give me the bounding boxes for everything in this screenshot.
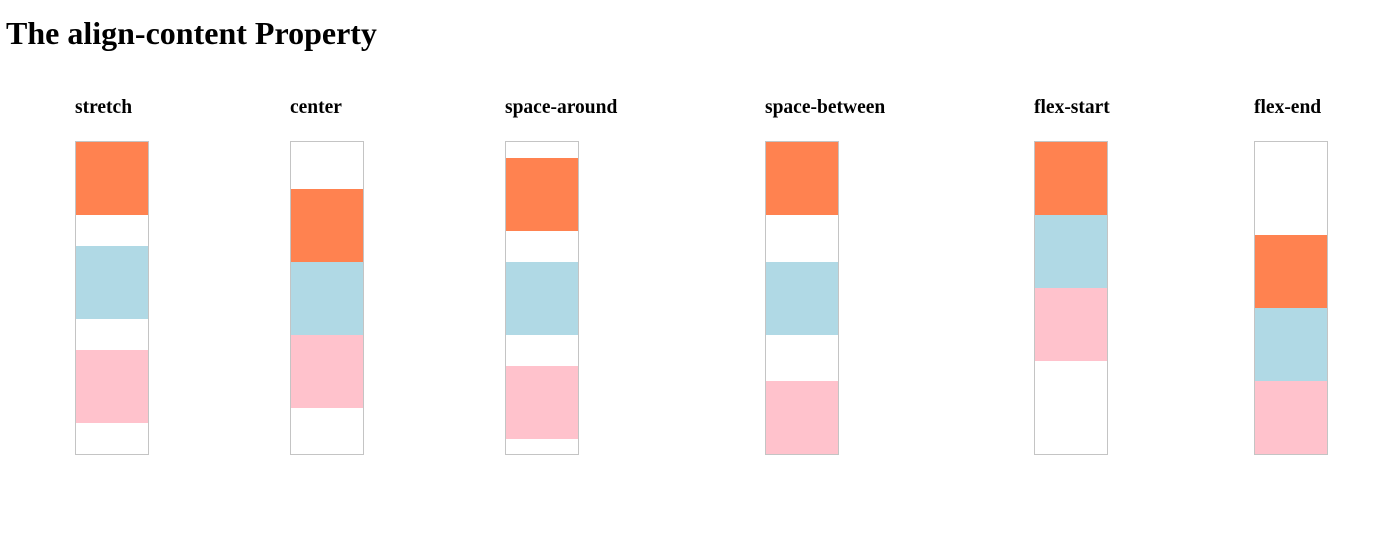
flex-item-orange [1035, 142, 1107, 215]
flex-item-blue [1035, 215, 1107, 288]
page-title: The align-content Property [6, 15, 377, 51]
flex-item-blue [291, 261, 363, 335]
flex-container [290, 141, 364, 455]
demo-label: flex-end [1254, 97, 1322, 118]
flex-item-pink [291, 334, 363, 408]
flex-item-pink [1255, 381, 1327, 454]
flex-container [75, 141, 149, 455]
flex-item-blue [506, 261, 578, 335]
flex-item-pink [766, 381, 838, 454]
flex-container [1034, 141, 1108, 455]
flex-container [505, 141, 579, 455]
demo-stretch: stretch [75, 0, 335, 540]
flex-item-orange [506, 157, 578, 231]
demo-label: space-between [765, 97, 886, 118]
flex-container [1254, 141, 1328, 455]
flex-item-blue [766, 261, 838, 335]
flex-item-orange [291, 188, 363, 262]
flex-item-pink [1035, 288, 1107, 361]
demo-space-around: space-around [505, 0, 765, 540]
demo-flex-end: flex-end [1254, 0, 1394, 540]
flex-container [765, 141, 839, 455]
flex-item-orange [76, 142, 148, 215]
demo-label: stretch [75, 97, 133, 118]
flex-item-pink [76, 350, 148, 423]
flex-item-orange [1255, 235, 1327, 308]
flex-item-blue [1255, 308, 1327, 381]
flex-item-orange [766, 142, 838, 215]
demo-label: flex-start [1034, 97, 1110, 118]
demo-label: space-around [505, 97, 618, 118]
demo-center: center [290, 0, 550, 540]
demo-space-between: space-between [765, 0, 1025, 540]
flex-item-blue [76, 246, 148, 319]
demo-label: center [290, 97, 342, 118]
flex-item-pink [506, 365, 578, 439]
demo-flex-start: flex-start [1034, 0, 1294, 540]
